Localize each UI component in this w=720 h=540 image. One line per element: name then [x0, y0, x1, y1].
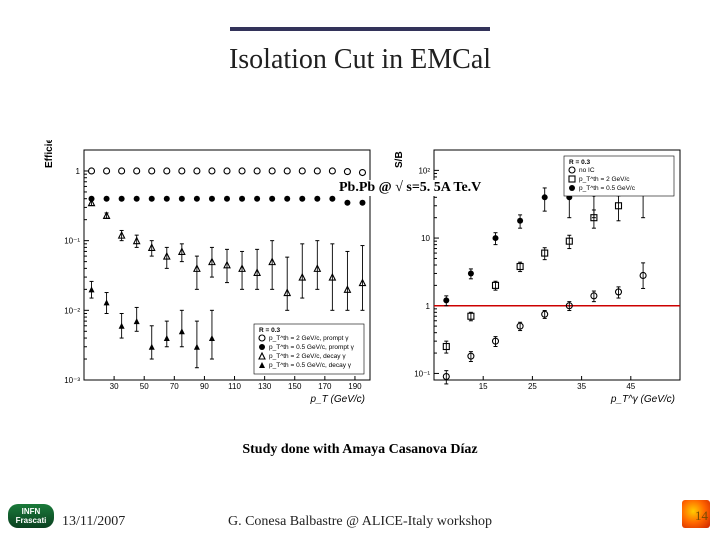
svg-text:25: 25: [528, 382, 537, 391]
svg-text:1: 1: [426, 302, 431, 311]
svg-text:10: 10: [421, 234, 430, 243]
study-credit: Study done with Amaya Casanova Díaz: [0, 442, 720, 458]
svg-text:170: 170: [318, 382, 332, 391]
footer-center: G. Conesa Balbastre @ ALICE-Italy worksh…: [0, 514, 720, 530]
title-rule: [230, 27, 490, 31]
svg-text:50: 50: [140, 382, 149, 391]
svg-text:10⁻¹: 10⁻¹: [414, 369, 430, 378]
svg-text:10⁻²: 10⁻²: [64, 306, 80, 315]
svg-text:70: 70: [170, 382, 179, 391]
svg-text:p_T^th = 2 GeV/c, decay γ: p_T^th = 2 GeV/c, decay γ: [269, 353, 346, 360]
svg-text:45: 45: [626, 382, 635, 391]
svg-text:110: 110: [228, 382, 241, 391]
svg-text:35: 35: [577, 382, 586, 391]
svg-text:no IC: no IC: [579, 167, 595, 174]
svg-text:1: 1: [76, 167, 81, 176]
svg-text:190: 190: [348, 382, 362, 391]
charts-row: 30507090110130150170190p_T (GeV/c)10⁻³10…: [40, 140, 700, 430]
title-block: Isolation Cut in EMCal: [0, 22, 720, 76]
svg-text:p_T^γ (GeV/c): p_T^γ (GeV/c): [610, 394, 675, 405]
svg-text:S/B: S/B: [394, 151, 405, 168]
svg-text:130: 130: [258, 382, 272, 391]
footer: INFN Frascati 13/11/2007 G. Conesa Balba…: [0, 508, 720, 532]
svg-text:p_T^th = 0.5 GeV/c: p_T^th = 0.5 GeV/c: [579, 185, 636, 192]
svg-text:90: 90: [200, 382, 209, 391]
svg-text:15: 15: [479, 382, 488, 391]
svg-text:R = 0.3: R = 0.3: [259, 327, 281, 334]
svg-text:10⁻¹: 10⁻¹: [64, 237, 80, 246]
efficiency-chart: 30 50 70 90 110 130 150 170 190 p_T (GeV/c) 10⁻³ 10…: [40, 140, 380, 410]
svg-text:p_T^th = 2 GeV/c: p_T^th = 2 GeV/c: [579, 176, 630, 183]
page-number: 14: [695, 508, 708, 524]
svg-text:30: 30: [110, 382, 119, 391]
svg-text:Efficiency: Efficiency: [44, 140, 55, 168]
svg-text:150: 150: [288, 382, 302, 391]
svg-text:10⁻³: 10⁻³: [64, 376, 80, 385]
svg-text:R = 0.3: R = 0.3: [569, 159, 591, 166]
page-title: Isolation Cut in EMCal: [0, 44, 720, 76]
svg-text:p_T^th = 0.5 GeV/c, decay γ: p_T^th = 0.5 GeV/c, decay γ: [269, 362, 352, 369]
energy-label: Pb.Pb @ √ s=5. 5A Te.V: [335, 180, 485, 196]
svg-text:p_T^th = 2 GeV/c, prompt γ: p_T^th = 2 GeV/c, prompt γ: [269, 335, 349, 342]
svg-text:p_T (GeV/c): p_T (GeV/c): [310, 394, 365, 405]
svg-text:p_T^th = 0.5 GeV/c, prompt γ: p_T^th = 0.5 GeV/c, prompt γ: [269, 344, 355, 351]
svg-text:10²: 10²: [418, 166, 430, 175]
